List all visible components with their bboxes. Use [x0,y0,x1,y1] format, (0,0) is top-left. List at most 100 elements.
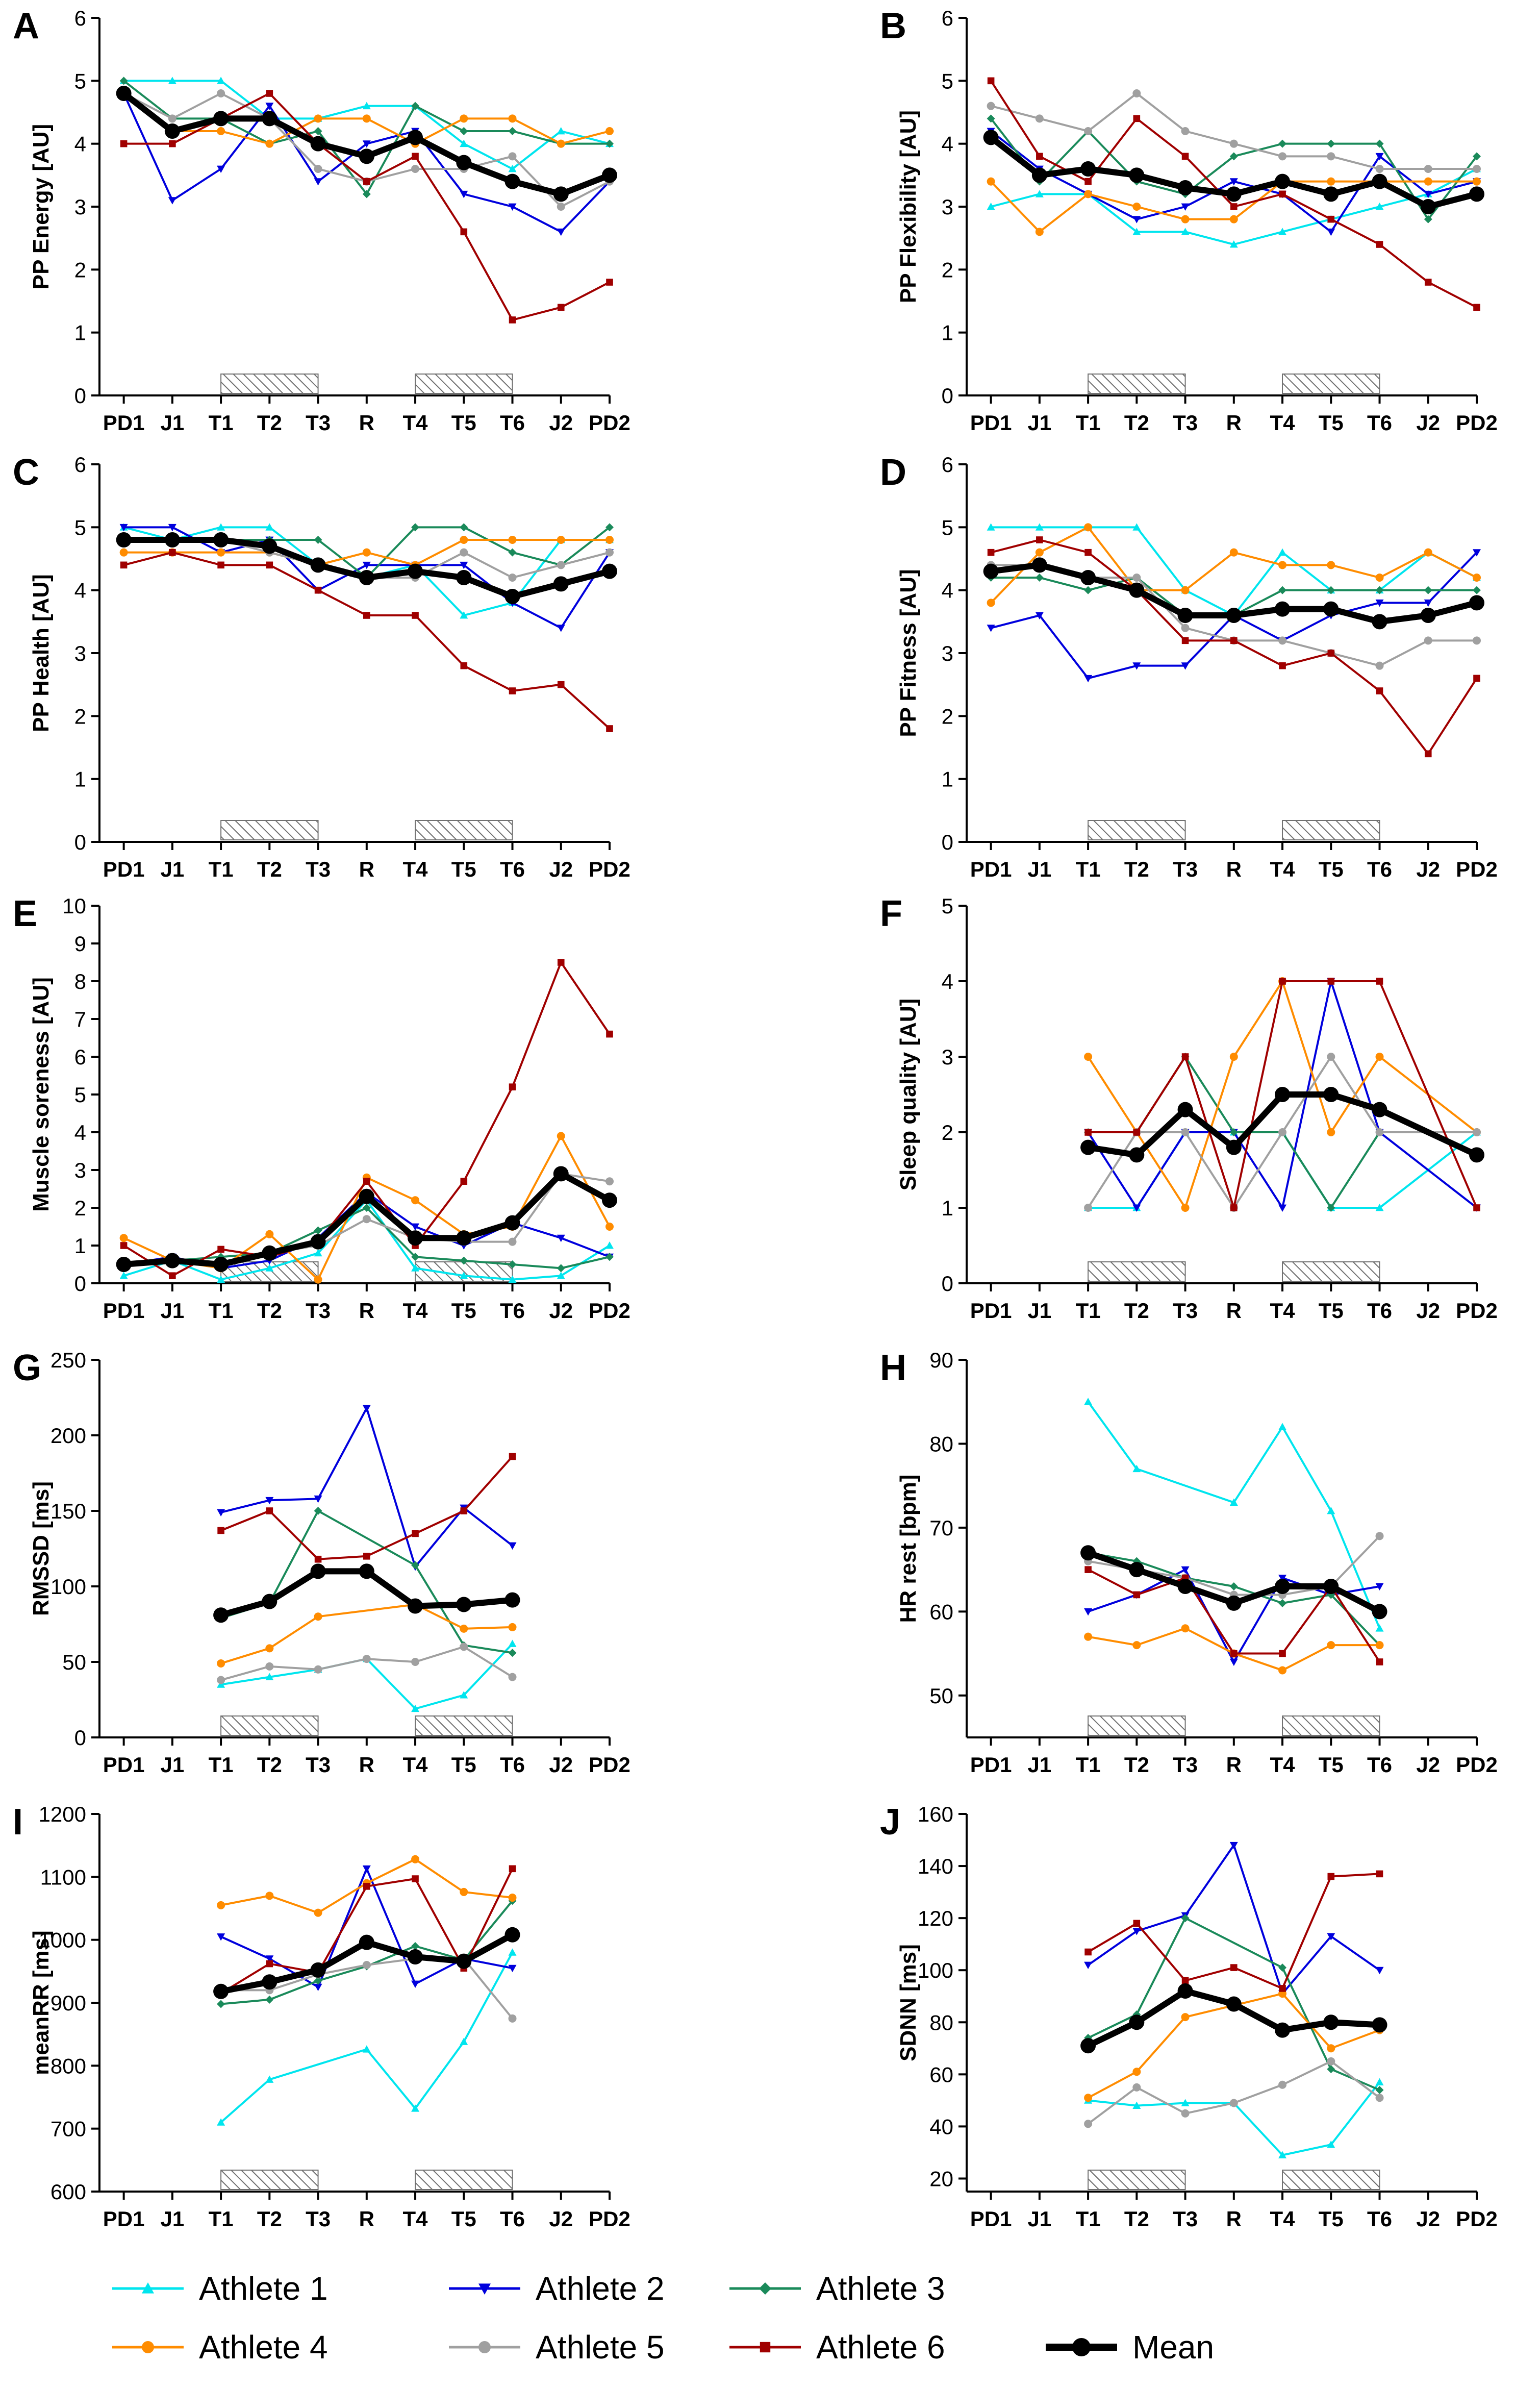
data-point-a6 [606,725,613,732]
data-point-a1 [1375,1204,1384,1211]
legend-item-mean: Mean [1046,2329,1214,2366]
data-point-a4 [314,1275,322,1284]
legend-label: Athlete 3 [816,2270,945,2307]
data-point-a1 [1278,548,1287,556]
data-point-a1 [987,523,995,531]
series-a2 [217,1405,517,1571]
y-tick-label: 50 [929,1684,953,1708]
legend-label: Athlete 6 [816,2329,945,2366]
data-point-mean [553,1166,569,1182]
data-point-a6 [1279,662,1286,669]
data-point-a2 [1132,216,1141,223]
data-point-a3 [362,1204,371,1212]
y-axis-label: RMSSD [ms] [29,1481,54,1616]
panel-letter: F [880,893,902,934]
series-mean [983,557,1484,630]
data-point-a4 [1327,177,1335,186]
training-block-2 [1282,374,1380,394]
data-point-a4 [265,1644,274,1653]
x-tick-label: T4 [1270,2207,1296,2231]
data-point-a3 [1375,139,1384,148]
data-point-mean [1469,595,1484,611]
data-point-mean [456,1953,472,1969]
data-point-a3 [508,1649,517,1657]
data-point-a4 [1229,548,1238,557]
series-line-a6 [123,961,611,1277]
legend-item-a3: Athlete 3 [729,2270,945,2307]
series-mean [1080,1983,1387,2054]
data-point-a4 [1229,1053,1238,1061]
series-line-a2 [1087,1844,1380,1995]
training-block-2 [1282,1715,1380,1736]
data-point-a1 [217,2118,225,2126]
legend-item-a5: Athlete 5 [449,2329,665,2366]
data-point-a5 [557,561,565,569]
data-point-a6 [1279,978,1286,985]
legend-label: Athlete 1 [199,2270,328,2307]
data-point-a6 [120,140,128,147]
x-tick-label: PD2 [589,1299,630,1323]
data-point-a6 [1084,178,1092,185]
data-point-a4 [1375,1641,1384,1650]
x-tick-label: T5 [451,1753,476,1777]
x-tick-label: J2 [549,411,573,435]
data-point-a3 [1424,215,1432,223]
data-point-a3 [1278,1599,1287,1607]
x-tick-label: T6 [500,411,525,435]
data-point-a6 [1376,978,1383,985]
y-tick-label: 900 [51,1991,86,2015]
y-tick-label: 4 [942,579,953,603]
y-tick-label: 7 [74,1007,86,1031]
data-point-a5 [1084,127,1093,135]
data-point-mean [310,136,326,152]
x-tick-label: T1 [209,1299,234,1323]
series-mean [213,1563,520,1623]
training-block-1 [1088,1261,1186,1282]
y-tick-label: 5 [942,894,953,918]
data-point-a6 [1279,1985,1286,1992]
data-point-a2 [265,1955,274,1963]
x-tick-label: T4 [1270,411,1296,435]
data-point-a5 [1473,165,1481,173]
data-point-a6 [314,1555,322,1563]
panel-E: 0 1 2 3 4 5 6 7 8 9 10 PD1 J1 T1 T2 T3 R T4 T5 T6 J2 PD2 Muscl… [13,893,630,1323]
data-point-a5 [605,1177,614,1186]
x-tick-label: T6 [1367,1753,1392,1777]
data-point-a4 [1132,203,1141,211]
data-point-mean [213,532,229,548]
data-point-a5 [1229,139,1238,148]
data-point-a2 [362,140,371,148]
x-tick-label: PD1 [970,857,1012,881]
data-point-a1 [217,523,225,531]
data-point-a6 [1230,1204,1238,1211]
data-point-a4 [1181,215,1190,223]
y-tick-label: 80 [929,1432,953,1456]
y-tick-label: 1 [74,1234,86,1258]
x-tick-label: J2 [1416,1753,1440,1777]
data-point-mean [213,1983,229,1999]
data-point-a6 [1084,1566,1092,1573]
data-point-a2 [557,228,565,236]
x-tick-label: J2 [1416,1299,1440,1323]
data-point-a6 [1084,1948,1092,1956]
data-point-a6 [1181,153,1189,160]
data-point-mean [1031,167,1047,183]
data-point-a4 [314,1612,322,1621]
data-point-mean [116,86,132,101]
data-point-a1 [314,1249,322,1257]
training-block-2 [1282,2170,1380,2190]
data-point-a1 [1132,1464,1141,1473]
data-point-a6 [1424,750,1432,758]
x-tick-label: PD1 [970,2207,1012,2231]
data-point-a2 [508,1964,517,1973]
y-tick-label: 0 [942,830,953,854]
data-point-mean [1275,601,1291,617]
data-point-a3 [1473,586,1481,594]
y-tick-label: 0 [74,830,86,854]
data-point-mean [1372,173,1387,189]
data-point-a5 [557,203,565,211]
data-point-a6 [606,279,613,286]
series-line-a3 [220,1900,514,2005]
series-line-a6 [1088,1873,1380,1989]
